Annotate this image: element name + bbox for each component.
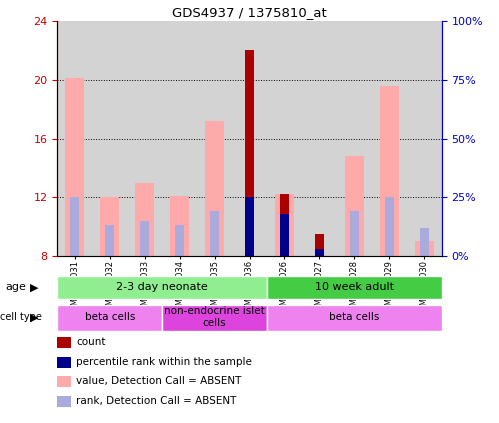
Text: value, Detection Call = ABSENT: value, Detection Call = ABSENT bbox=[76, 376, 242, 386]
Text: non-endocrine islet
cells: non-endocrine islet cells bbox=[164, 306, 265, 328]
Bar bbox=[127, 21, 162, 256]
Bar bbox=[380, 86, 399, 256]
Bar bbox=[105, 225, 114, 256]
Bar bbox=[267, 305, 442, 331]
Text: 10 week adult: 10 week adult bbox=[315, 282, 394, 292]
Bar bbox=[315, 234, 324, 256]
Bar bbox=[245, 50, 254, 256]
Title: GDS4937 / 1375810_at: GDS4937 / 1375810_at bbox=[172, 5, 327, 19]
Bar bbox=[345, 156, 364, 256]
Bar bbox=[385, 197, 394, 256]
Bar bbox=[407, 21, 442, 256]
Bar bbox=[415, 241, 434, 256]
Bar bbox=[210, 212, 219, 256]
Bar bbox=[162, 21, 197, 256]
Text: count: count bbox=[76, 337, 106, 347]
Bar bbox=[140, 221, 149, 256]
Text: age: age bbox=[5, 282, 26, 292]
Text: rank, Detection Call = ABSENT: rank, Detection Call = ABSENT bbox=[76, 396, 237, 406]
Bar bbox=[302, 21, 337, 256]
Bar bbox=[315, 249, 324, 256]
Bar bbox=[350, 212, 359, 256]
Bar bbox=[337, 21, 372, 256]
Bar bbox=[70, 197, 79, 256]
Bar bbox=[65, 78, 84, 256]
Bar bbox=[197, 21, 232, 256]
Text: ▶: ▶ bbox=[29, 282, 38, 292]
Text: beta cells: beta cells bbox=[329, 312, 379, 322]
Bar bbox=[372, 21, 407, 256]
Bar bbox=[420, 228, 429, 256]
Text: beta cells: beta cells bbox=[85, 312, 135, 322]
Bar bbox=[275, 194, 294, 256]
Bar bbox=[57, 21, 92, 256]
Bar bbox=[267, 21, 302, 256]
Bar bbox=[135, 183, 154, 256]
Bar bbox=[175, 225, 184, 256]
Text: ▶: ▶ bbox=[29, 312, 38, 322]
Bar bbox=[205, 121, 224, 256]
Text: cell type: cell type bbox=[0, 312, 42, 322]
Bar bbox=[170, 196, 189, 256]
Bar bbox=[280, 214, 289, 256]
Bar bbox=[267, 276, 442, 299]
Text: 2-3 day neonate: 2-3 day neonate bbox=[116, 282, 208, 292]
Bar bbox=[57, 305, 162, 331]
Bar bbox=[92, 21, 127, 256]
Bar bbox=[232, 21, 267, 256]
Bar bbox=[280, 194, 289, 256]
Bar bbox=[57, 276, 267, 299]
Bar bbox=[245, 197, 254, 256]
Bar bbox=[162, 305, 267, 331]
Bar bbox=[100, 197, 119, 256]
Text: percentile rank within the sample: percentile rank within the sample bbox=[76, 357, 252, 367]
